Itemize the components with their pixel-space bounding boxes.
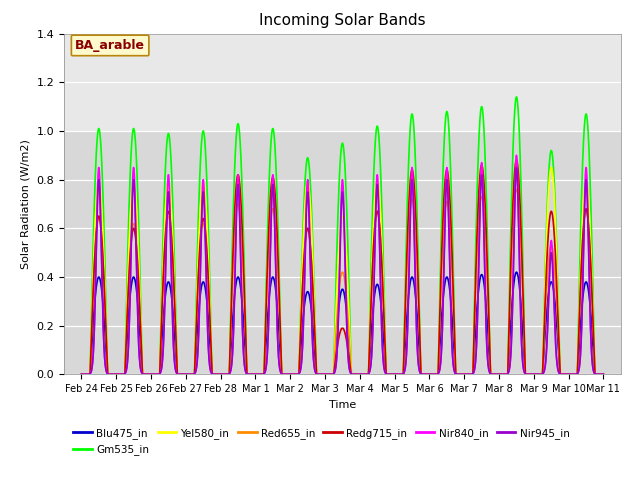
Blu475_in [513, 269, 520, 275]
Redg715_in [600, 372, 607, 377]
Text: BA_arable: BA_arable [75, 39, 145, 52]
Redg715_in [598, 372, 605, 377]
Yel580_in [77, 372, 85, 377]
Bar [64, 34, 621, 131]
Nir945_in [414, 359, 422, 365]
Blu475_in [488, 372, 496, 377]
Redg715_in [513, 157, 520, 163]
Red655_in [488, 372, 496, 377]
Gm535_in [513, 94, 520, 100]
Nir945_in [184, 372, 191, 377]
Legend: Blu475_in, Gm535_in, Yel580_in, Red655_in, Redg715_in, Nir840_in, Nir945_in: Blu475_in, Gm535_in, Yel580_in, Red655_i… [69, 424, 573, 459]
Line: Nir840_in: Nir840_in [81, 156, 604, 374]
Redg715_in [414, 280, 422, 286]
Redg715_in [184, 372, 191, 377]
Red655_in [600, 372, 607, 377]
Blu475_in [273, 298, 280, 304]
Nir840_in [488, 372, 496, 377]
Red655_in [184, 372, 191, 377]
Nir840_in [77, 372, 85, 377]
Redg715_in [273, 223, 280, 228]
Gm535_in [77, 372, 85, 377]
Line: Red655_in: Red655_in [81, 190, 604, 374]
Red655_in [189, 372, 197, 377]
Nir945_in [488, 372, 496, 377]
Red655_in [513, 187, 520, 192]
Line: Blu475_in: Blu475_in [81, 272, 604, 374]
Yel580_in [414, 280, 422, 286]
Line: Redg715_in: Redg715_in [81, 160, 604, 374]
Yel580_in [598, 372, 605, 377]
Nir840_in [189, 372, 197, 377]
Yel580_in [184, 372, 191, 377]
Nir840_in [513, 153, 520, 158]
Title: Incoming Solar Bands: Incoming Solar Bands [259, 13, 426, 28]
Nir945_in [598, 372, 605, 377]
Gm535_in [600, 372, 607, 377]
Nir840_in [600, 372, 607, 377]
Red655_in [414, 293, 422, 299]
Blu475_in [600, 372, 607, 377]
Nir840_in [273, 309, 280, 314]
Redg715_in [488, 372, 496, 377]
Nir945_in [77, 372, 85, 377]
Yel580_in [488, 372, 496, 377]
Blu475_in [598, 372, 605, 377]
Nir840_in [598, 372, 605, 377]
Redg715_in [189, 372, 197, 377]
Nir945_in [600, 372, 607, 377]
Y-axis label: Solar Radiation (W/m2): Solar Radiation (W/m2) [21, 139, 31, 269]
Yel580_in [600, 372, 607, 377]
Nir840_in [184, 372, 191, 377]
Gm535_in [598, 372, 605, 377]
Yel580_in [513, 157, 520, 163]
X-axis label: Time: Time [329, 400, 356, 409]
Nir840_in [414, 359, 422, 364]
Gm535_in [184, 372, 191, 377]
Nir945_in [513, 165, 520, 170]
Line: Yel580_in: Yel580_in [81, 160, 604, 374]
Gm535_in [488, 372, 496, 377]
Nir945_in [189, 372, 197, 377]
Blu475_in [189, 372, 197, 377]
Gm535_in [414, 255, 422, 261]
Red655_in [598, 372, 605, 377]
Line: Nir945_in: Nir945_in [81, 168, 604, 374]
Nir945_in [273, 312, 280, 317]
Red655_in [77, 372, 85, 377]
Blu475_in [184, 372, 191, 377]
Gm535_in [189, 372, 197, 377]
Redg715_in [77, 372, 85, 377]
Gm535_in [273, 186, 280, 192]
Yel580_in [189, 372, 197, 377]
Yel580_in [273, 223, 280, 228]
Red655_in [273, 247, 280, 252]
Line: Gm535_in: Gm535_in [81, 97, 604, 374]
Blu475_in [77, 372, 85, 377]
Blu475_in [414, 328, 422, 334]
